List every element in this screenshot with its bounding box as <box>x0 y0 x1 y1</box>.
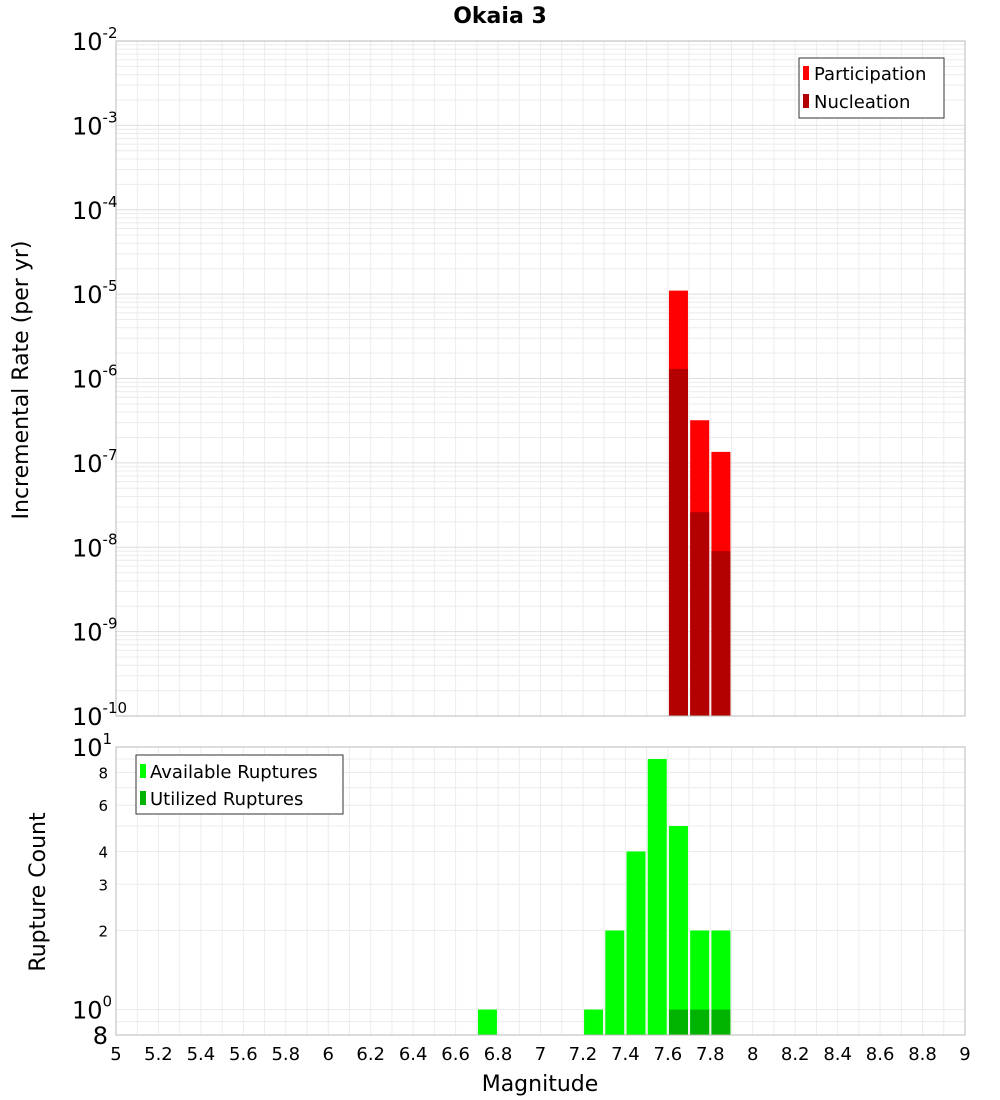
count-legend: Available Ruptures Utilized Ruptures <box>135 754 344 815</box>
rate-panel: 10-2 10-3 10-4 10-5 10-6 10-7 10-8 10-9 10-10 In… <box>9 24 966 731</box>
x-tick-label: 7.2 <box>569 1044 598 1065</box>
x-tick-label: 8.4 <box>823 1044 852 1065</box>
count-plot-frame <box>115 746 966 1036</box>
rate-y-tick-label: 10-3 <box>72 108 118 140</box>
count-bar <box>668 826 688 1035</box>
x-tick-label: 7.4 <box>611 1044 640 1065</box>
rate-y-tick-label: 10-2 <box>72 24 118 56</box>
count-bar <box>711 930 731 1035</box>
rate-bars <box>668 290 731 716</box>
x-tick-label: 7.8 <box>696 1044 725 1065</box>
rate-y-tick-label: 10-6 <box>72 362 118 394</box>
x-tick-label: 8.2 <box>781 1044 810 1065</box>
legend-swatch-nucleation <box>803 94 809 108</box>
x-tick-label: 6.4 <box>399 1044 428 1065</box>
chart-title: Okaia 3 <box>453 4 547 29</box>
rate-legend: Participation Nucleation <box>798 57 945 119</box>
rate-plot-frame <box>115 40 966 717</box>
x-tick-label: 5.4 <box>187 1044 216 1065</box>
count-bar <box>690 1009 710 1035</box>
x-tick-label: 5.8 <box>271 1044 300 1065</box>
rate-grid <box>115 41 966 717</box>
rate-y-tick-label: 10-8 <box>72 530 118 562</box>
rate-y-tick-label: 10-10 <box>72 699 127 731</box>
count-y-tick-label: 101 <box>72 730 112 762</box>
count-bar <box>477 1009 497 1035</box>
x-tick-label: 6.6 <box>441 1044 470 1065</box>
count-bar <box>711 1009 731 1035</box>
legend-swatch-utilized <box>140 791 146 805</box>
legend-swatch-participation <box>803 66 809 80</box>
count-bars <box>477 759 731 1035</box>
count-y-tick-label: 6 <box>98 797 108 815</box>
rate-y-ticks: 10-2 10-3 10-4 10-5 10-6 10-7 10-8 10-9 10-10 <box>72 24 127 731</box>
rate-y-tick-label: 10-7 <box>72 446 118 478</box>
legend-label-participation: Participation <box>814 64 926 85</box>
count-y-tick-label: 100 <box>72 993 112 1025</box>
count-bar <box>668 1009 688 1035</box>
x-tick-label: 8.8 <box>908 1044 937 1065</box>
rate-y-tick-label: 10-5 <box>72 277 118 309</box>
rate-bar <box>690 512 710 716</box>
x-tick-label: 7 <box>535 1044 546 1065</box>
count-bar <box>647 759 667 1035</box>
legend-swatch-available <box>140 764 146 778</box>
count-bar <box>605 930 625 1035</box>
legend-label-available: Available Ruptures <box>150 762 318 783</box>
x-tick-label: 6.8 <box>484 1044 513 1065</box>
count-bar <box>584 1009 604 1035</box>
rate-y-axis-label: Incremental Rate (per yr) <box>9 241 34 520</box>
count-y-tick-label: 2 <box>98 923 108 941</box>
x-tick-label: 6.2 <box>356 1044 385 1065</box>
rate-legend-box <box>798 57 945 119</box>
x-tick-label: 5.6 <box>229 1044 258 1065</box>
x-tick-label: 8 <box>747 1044 758 1065</box>
count-y-tick-label: 8 <box>98 764 108 782</box>
legend-label-utilized: Utilized Ruptures <box>150 789 303 810</box>
x-tick-label: 8.6 <box>866 1044 895 1065</box>
rate-bar <box>668 368 688 716</box>
rate-y-tick-label: 10-4 <box>72 193 118 225</box>
count-bar <box>690 930 710 1035</box>
x-tick-label: 9 <box>959 1044 970 1065</box>
x-tick-label: 7.6 <box>654 1044 683 1065</box>
rate-bar <box>711 551 731 716</box>
count-y-tick-label: 3 <box>98 876 108 894</box>
count-bar <box>626 851 646 1035</box>
x-tick-label: 5 <box>110 1044 121 1065</box>
x-tick-label: 5.2 <box>144 1044 173 1065</box>
magnitude-x-ticks: 5 5.2 5.4 5.6 5.8 6 6.2 6.4 6.6 6.8 7 7.2 7.4 7.6 7.8 8… <box>110 1044 970 1065</box>
count-y-tick-label: 4 <box>98 843 108 861</box>
x-tick-label: 6 <box>323 1044 334 1065</box>
count-y-tick-label: 8 <box>93 1022 108 1050</box>
legend-label-nucleation: Nucleation <box>814 92 910 113</box>
x-axis-label: Magnitude <box>482 1072 599 1097</box>
count-y-axis-label: Rupture Count <box>26 812 51 972</box>
count-legend-box <box>135 754 344 815</box>
rate-y-tick-label: 10-9 <box>72 615 118 647</box>
